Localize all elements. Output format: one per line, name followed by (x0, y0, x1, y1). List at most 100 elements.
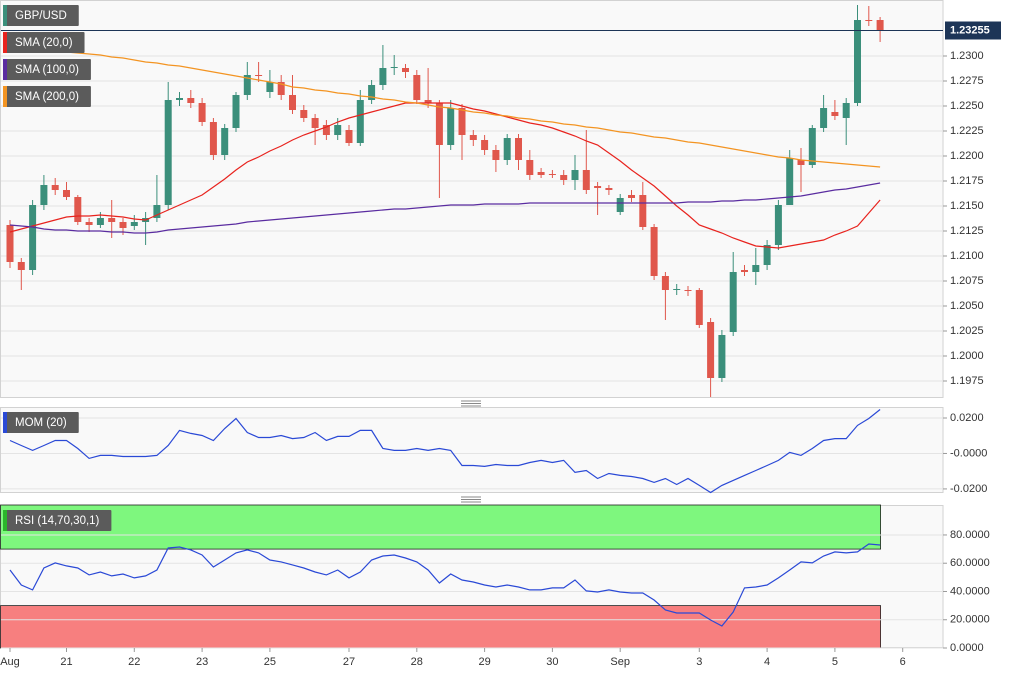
candle-body (402, 68, 409, 72)
candle-body (707, 322, 715, 378)
last-price-box (945, 21, 1001, 40)
candle-body (808, 128, 816, 165)
candle-body (605, 188, 613, 190)
candle-body (176, 98, 183, 100)
y-tick-label: 80.0000 (950, 529, 990, 541)
candle-body (503, 138, 511, 160)
legend-label: SMA (100,0) (15, 64, 79, 76)
series-line (9, 409, 881, 494)
x-tick-label: 4 (764, 656, 770, 668)
x-tick-label: 25 (264, 656, 276, 668)
candle-body (481, 140, 489, 150)
candle-body (526, 160, 534, 175)
legend-label: SMA (20,0) (15, 37, 73, 49)
legend-item: MOM (20) (3, 412, 79, 433)
candle-body (729, 272, 737, 332)
candle-body (266, 82, 274, 92)
candle-body (797, 160, 805, 165)
candle-body (334, 125, 342, 135)
candle-body (289, 95, 296, 110)
candle-body (582, 170, 590, 190)
y-tick-label: 40.0000 (950, 585, 990, 597)
y-tick-label: 1.1975 (950, 375, 984, 387)
legend-label: RSI (14,70,30,1) (15, 515, 100, 527)
panel-handle[interactable] (461, 400, 481, 407)
candle-body (820, 108, 828, 128)
panel (0, 0, 944, 398)
series-line (9, 46, 881, 168)
candle-body (458, 108, 466, 135)
candle-body (854, 20, 861, 103)
legend-swatch (3, 86, 7, 107)
candle-body (277, 82, 285, 95)
legend-item: GBP/USD (3, 5, 79, 26)
candle-body (255, 75, 263, 76)
last-price-label: 1.23255 (950, 24, 990, 36)
candle-body (560, 175, 568, 180)
x-tick-label: 3 (696, 656, 702, 668)
candle-body (650, 227, 658, 276)
candle-body (322, 125, 330, 135)
candle-body (96, 218, 104, 225)
candle-body (130, 222, 138, 226)
y-tick-label: 1.2300 (950, 50, 984, 62)
y-tick-label: 20.0000 (950, 614, 990, 626)
y-tick-label: 1.2175 (950, 175, 984, 187)
legend-swatch (3, 412, 7, 433)
candle-body (661, 276, 669, 290)
legend-swatch (3, 32, 7, 53)
legend-item: SMA (20,0) (3, 32, 85, 53)
candle-body (232, 95, 240, 128)
y-tick-label: 0.0000 (950, 642, 984, 654)
candle-body (628, 195, 635, 198)
candle-body (17, 262, 25, 270)
y-tick-label: 0.0200 (950, 412, 984, 424)
legend-swatch (3, 510, 7, 531)
legend-box (3, 412, 79, 433)
y-tick-label: 1.2150 (950, 200, 984, 212)
candle-body (842, 103, 850, 118)
series-line (9, 543, 881, 627)
candle-body (492, 150, 500, 160)
candle-body (695, 290, 703, 325)
y-tick-label: 1.2200 (950, 150, 984, 162)
x-tick-label: 30 (546, 656, 558, 668)
legend-label: GBP/USD (15, 10, 67, 22)
panel-handle[interactable] (461, 496, 481, 503)
legend-box (3, 32, 85, 53)
x-tick-label: 5 (832, 656, 838, 668)
legend-box (3, 510, 112, 531)
candle-body (537, 172, 545, 175)
candle-body (718, 335, 726, 378)
candle-body (108, 218, 116, 222)
y-tick-label: 1.2250 (950, 100, 984, 112)
y-tick-label: 1.2050 (950, 300, 984, 312)
candle-body (300, 110, 308, 118)
series-line (9, 102, 881, 249)
candle-body (865, 20, 873, 21)
candle-body (356, 100, 364, 143)
candle-body (469, 135, 477, 140)
y-tick-label: -0.0000 (950, 447, 987, 459)
y-tick-label: 60.0000 (950, 557, 990, 569)
y-tick-label: 1.2075 (950, 275, 984, 287)
x-tick-label: 23 (196, 656, 208, 668)
candle-body (311, 118, 319, 128)
candle-body (571, 170, 579, 180)
x-tick-label: 29 (478, 656, 490, 668)
candle-body (413, 75, 421, 100)
y-tick-label: 1.2025 (950, 325, 984, 337)
candle-body (164, 100, 172, 205)
candle-body (198, 103, 206, 122)
candle-body (368, 85, 376, 100)
y-tick-label: -0.0200 (950, 483, 987, 495)
candle-body (447, 108, 455, 145)
legend-label: SMA (200,0) (15, 91, 79, 103)
x-tick-label: 21 (60, 656, 72, 668)
candle-body (741, 270, 748, 272)
legend-item: SMA (100,0) (3, 59, 91, 80)
y-tick-label: 1.2100 (950, 250, 984, 262)
candle-body (74, 197, 82, 222)
